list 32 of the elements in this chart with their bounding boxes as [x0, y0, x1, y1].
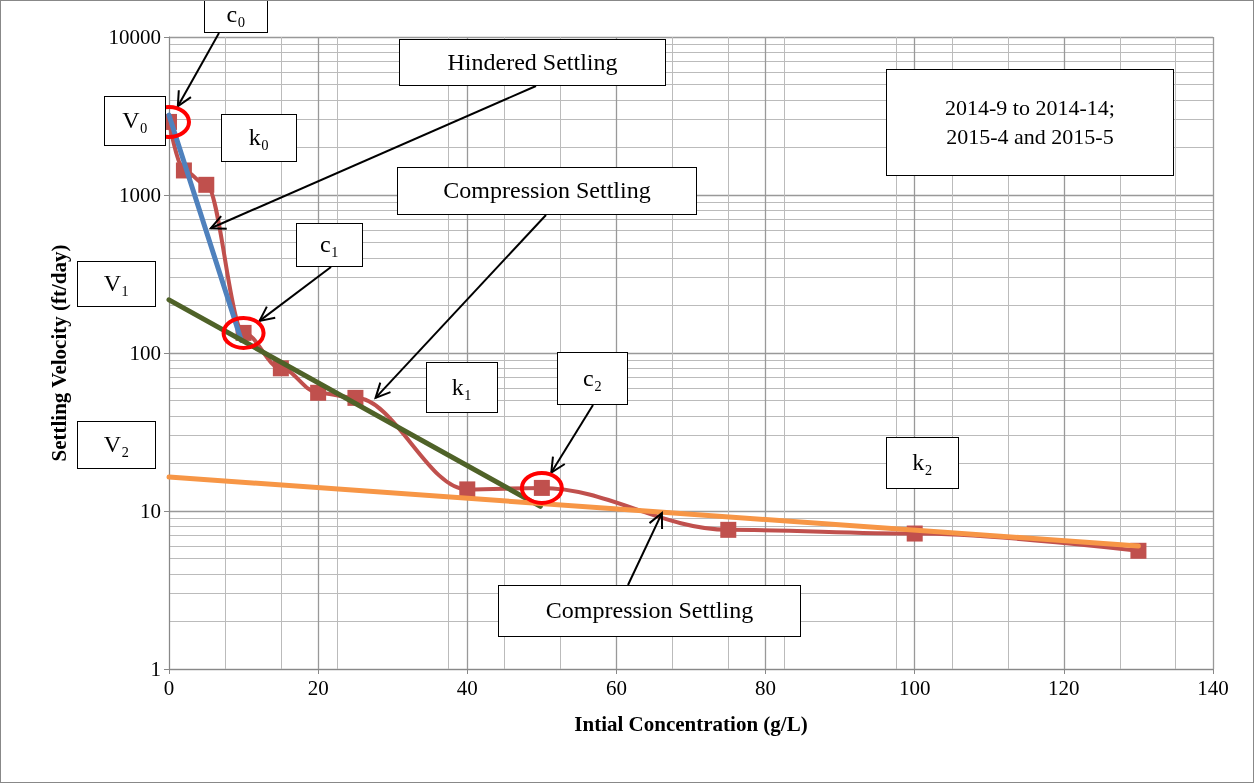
- point: [459, 481, 476, 498]
- text-box: k₀: [221, 114, 297, 162]
- text-box: k₂: [886, 437, 959, 489]
- text-box: k₁: [426, 362, 498, 413]
- x-tick-label: 140: [1197, 675, 1229, 700]
- text-box: V₂: [77, 421, 156, 469]
- x-tick-label: 20: [307, 675, 329, 700]
- text-box: c₁: [296, 223, 363, 267]
- text-box: 2014-9 to 2014-14; 2015-4 and 2015-5: [886, 69, 1174, 176]
- x-tick-label: 40: [456, 675, 478, 700]
- y-tick-label: 100: [129, 341, 161, 365]
- y-tick-label: 10000: [108, 25, 161, 49]
- y-tick-label: 1: [150, 657, 161, 681]
- text-box: V₁: [77, 261, 156, 307]
- text-box: V₀: [104, 96, 166, 146]
- x-axis-title: Intial Concentration (g/L): [574, 711, 808, 736]
- x-tick-label: 120: [1048, 675, 1080, 700]
- point: [720, 521, 737, 538]
- y-tick-label: 1000: [119, 183, 161, 207]
- text-box: Hindered Settling: [399, 39, 666, 86]
- text-box: Compression Settling: [498, 585, 801, 637]
- x-tick-label: 80: [755, 675, 777, 700]
- text-box: c₂: [557, 352, 628, 405]
- y-axis-title: Settling Velocity (ft/day): [46, 244, 71, 462]
- text-box: c₀: [204, 1, 268, 33]
- point: [198, 176, 215, 193]
- y-tick-label: 10: [140, 499, 161, 523]
- x-tick-label: 60: [605, 675, 627, 700]
- point: [310, 384, 327, 401]
- x-tick-label: 100: [898, 675, 931, 700]
- x-tick-label: 0: [163, 675, 175, 700]
- text-box: Compression Settling: [397, 167, 697, 215]
